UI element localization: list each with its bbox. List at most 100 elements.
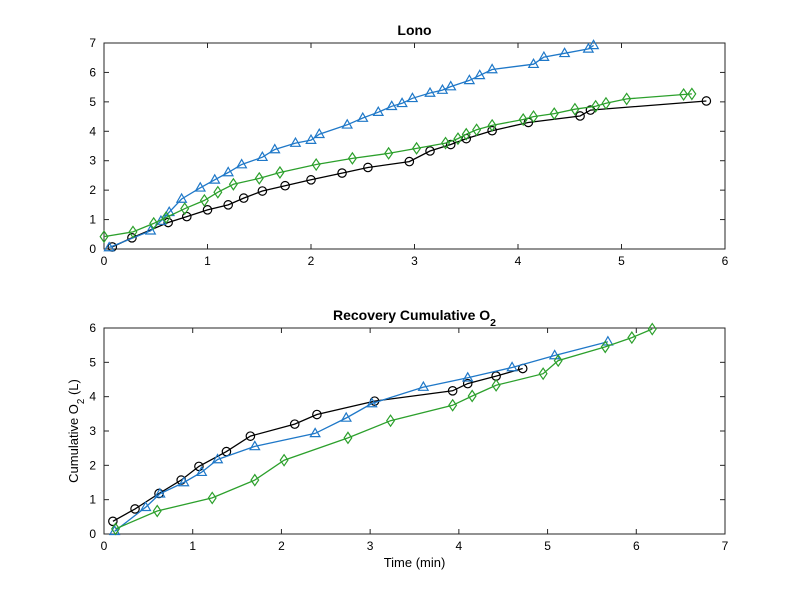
data-point-triangle — [486, 63, 498, 74]
data-point-diamond — [647, 322, 657, 336]
data-point-diamond — [591, 99, 601, 113]
data-point-diamond — [538, 367, 548, 381]
x-tick-label: 5 — [544, 539, 551, 553]
series-line — [112, 100, 707, 248]
data-point-diamond — [279, 453, 289, 467]
data-point-triangle — [139, 501, 152, 512]
y-tick-label: 6 — [89, 321, 96, 335]
data-point-circle — [575, 111, 585, 121]
y-tick-label: 1 — [89, 213, 96, 227]
series-line — [108, 44, 594, 249]
data-point-diamond — [384, 146, 394, 160]
data-point-circle — [202, 205, 213, 215]
y-axis-label-subscript: 2 — [76, 399, 87, 404]
y-tick-label: 7 — [89, 36, 96, 50]
data-point-diamond — [679, 87, 689, 102]
series-diamond — [99, 87, 697, 244]
data-point-circle — [238, 193, 249, 203]
data-point-triangle — [463, 74, 476, 85]
data-point-triangle — [154, 487, 166, 498]
data-point-triangle — [305, 133, 317, 144]
series-line — [114, 341, 609, 532]
y-tick-label: 2 — [89, 183, 96, 197]
data-point-triangle — [558, 47, 571, 58]
x-tick-label: 1 — [189, 539, 196, 553]
x-axis-label: Time (min) — [384, 555, 446, 570]
data-point-triangle — [372, 105, 385, 117]
data-point-circle — [445, 139, 456, 150]
data-point-diamond — [111, 522, 121, 536]
series-line — [112, 367, 523, 522]
data-point-diamond — [149, 216, 159, 230]
data-point-diamond — [275, 165, 285, 180]
data-point-triangle — [340, 411, 352, 422]
data-point-diamond — [600, 340, 610, 354]
y-tick-label: 5 — [89, 95, 96, 109]
data-point-circle — [337, 168, 347, 178]
data-point-diamond — [622, 92, 632, 106]
y-tick-label: 6 — [89, 65, 96, 79]
series-diamond — [111, 322, 657, 536]
data-point-circle — [487, 125, 497, 136]
data-point-circle — [257, 186, 268, 196]
data-point-diamond — [311, 157, 321, 172]
x-tick-label: 1 — [204, 254, 211, 268]
data-point-diamond — [343, 431, 353, 445]
data-point-triangle — [341, 118, 354, 129]
data-point-triangle — [235, 158, 248, 169]
data-point-circle — [130, 504, 140, 514]
data-point-triangle — [417, 380, 430, 391]
data-point-diamond — [528, 110, 539, 124]
chart-title-subscript: 2 — [490, 317, 496, 329]
data-point-diamond — [570, 102, 580, 116]
data-point-diamond — [553, 354, 563, 368]
data-point-diamond — [99, 230, 109, 244]
data-point-circle — [194, 461, 204, 472]
data-point-triangle — [211, 453, 224, 464]
x-tick-label: 3 — [367, 539, 374, 553]
chart-title: Recovery Cumulative O2 — [333, 307, 496, 329]
y-tick-label: 3 — [89, 424, 96, 438]
data-point-triangle — [309, 427, 321, 438]
data-point-circle — [223, 200, 233, 210]
data-point-triangle — [587, 39, 600, 50]
data-point-triangle — [178, 476, 190, 487]
x-tick-label: 0 — [101, 539, 108, 553]
data-point-diamond — [461, 127, 471, 141]
data-point-diamond — [627, 331, 637, 345]
data-point-circle — [462, 378, 473, 389]
data-point-triangle — [506, 361, 518, 372]
data-point-circle — [280, 180, 290, 191]
data-point-diamond — [412, 141, 422, 155]
data-point-triangle — [396, 97, 408, 108]
chart-title-main: Lono — [397, 22, 431, 38]
y-axis-label-main: Cumulative O — [66, 404, 81, 483]
data-point-triangle — [602, 335, 614, 346]
data-point-diamond — [549, 107, 559, 121]
data-point-triangle — [175, 192, 188, 203]
series-line — [103, 93, 692, 238]
chart-title: Lono — [397, 22, 431, 38]
data-point-triangle — [256, 150, 269, 162]
data-point-triangle — [461, 371, 474, 382]
data-point-diamond — [687, 87, 697, 101]
y-tick-label: 5 — [89, 355, 96, 369]
y-tick-label: 3 — [89, 154, 96, 168]
y-tick-label: 0 — [89, 242, 96, 256]
data-point-triangle — [385, 100, 398, 111]
data-point-diamond — [601, 96, 611, 110]
data-point-diamond — [491, 378, 501, 392]
data-point-triangle — [366, 397, 378, 408]
data-point-circle — [363, 162, 373, 173]
data-point-triangle — [195, 465, 208, 477]
data-point-diamond — [152, 504, 162, 518]
data-point-triangle — [473, 69, 486, 80]
data-point-circle — [108, 516, 118, 527]
x-tick-label: 4 — [515, 254, 522, 268]
x-tick-label: 2 — [278, 539, 285, 553]
y-axis-label-suffix: (L) — [66, 379, 81, 399]
x-tick-label: 6 — [722, 254, 729, 268]
data-point-triangle — [424, 86, 436, 97]
x-tick-label: 3 — [411, 254, 418, 268]
